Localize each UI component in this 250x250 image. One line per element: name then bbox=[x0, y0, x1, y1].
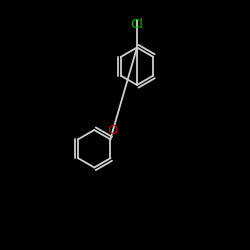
Text: O: O bbox=[108, 124, 118, 136]
Text: Cl: Cl bbox=[130, 18, 143, 32]
